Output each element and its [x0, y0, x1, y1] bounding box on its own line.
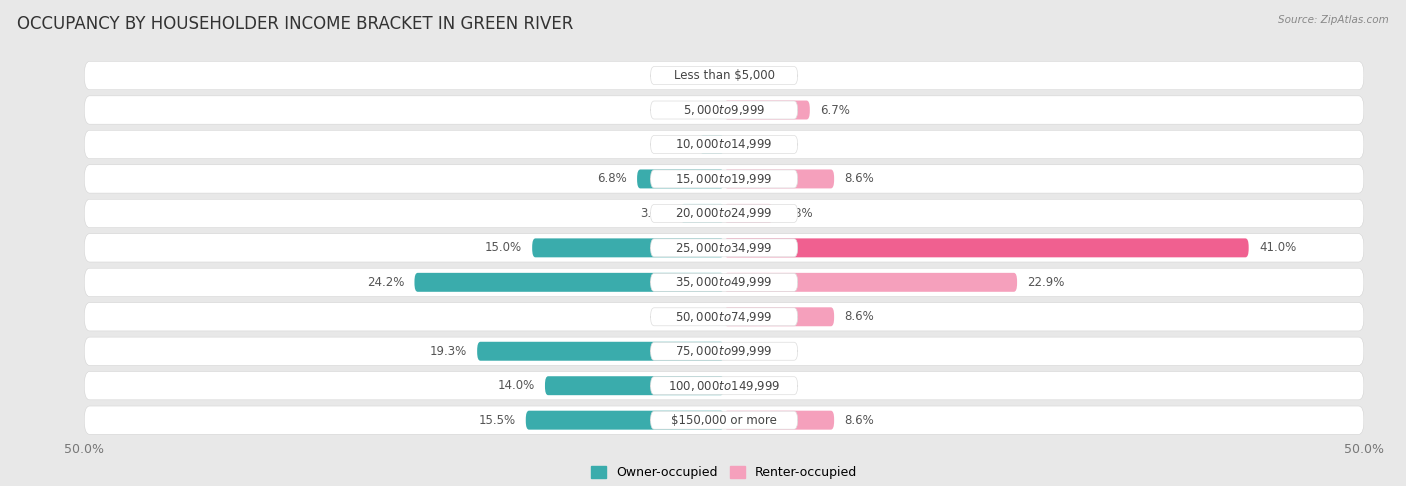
Text: OCCUPANCY BY HOUSEHOLDER INCOME BRACKET IN GREEN RIVER: OCCUPANCY BY HOUSEHOLDER INCOME BRACKET … [17, 15, 574, 33]
Text: 0.0%: 0.0% [737, 138, 766, 151]
FancyBboxPatch shape [724, 273, 1017, 292]
FancyBboxPatch shape [651, 342, 797, 360]
Text: $15,000 to $19,999: $15,000 to $19,999 [675, 172, 773, 186]
FancyBboxPatch shape [724, 170, 834, 189]
FancyBboxPatch shape [681, 204, 724, 223]
Text: 1.9%: 1.9% [659, 138, 689, 151]
FancyBboxPatch shape [84, 130, 1364, 158]
FancyBboxPatch shape [84, 268, 1364, 296]
FancyBboxPatch shape [84, 234, 1364, 262]
Text: $100,000 to $149,999: $100,000 to $149,999 [668, 379, 780, 393]
FancyBboxPatch shape [724, 239, 1249, 258]
Text: 0.0%: 0.0% [737, 379, 766, 392]
Text: 8.6%: 8.6% [845, 310, 875, 323]
Text: $50,000 to $74,999: $50,000 to $74,999 [675, 310, 773, 324]
FancyBboxPatch shape [651, 239, 797, 257]
Text: $150,000 or more: $150,000 or more [671, 414, 778, 427]
Text: $35,000 to $49,999: $35,000 to $49,999 [675, 276, 773, 289]
FancyBboxPatch shape [651, 136, 797, 154]
FancyBboxPatch shape [724, 101, 810, 120]
Text: Source: ZipAtlas.com: Source: ZipAtlas.com [1278, 15, 1389, 25]
FancyBboxPatch shape [415, 273, 724, 292]
Text: 19.3%: 19.3% [430, 345, 467, 358]
Text: 15.5%: 15.5% [478, 414, 516, 427]
Text: 15.0%: 15.0% [485, 242, 522, 254]
FancyBboxPatch shape [84, 61, 1364, 90]
FancyBboxPatch shape [84, 199, 1364, 227]
Text: Less than $5,000: Less than $5,000 [673, 69, 775, 82]
FancyBboxPatch shape [651, 377, 797, 395]
FancyBboxPatch shape [700, 135, 724, 154]
FancyBboxPatch shape [84, 372, 1364, 400]
Text: 0.0%: 0.0% [682, 69, 711, 82]
Text: $10,000 to $14,999: $10,000 to $14,999 [675, 138, 773, 152]
Text: 8.6%: 8.6% [845, 414, 875, 427]
FancyBboxPatch shape [724, 307, 834, 326]
Text: $5,000 to $9,999: $5,000 to $9,999 [683, 103, 765, 117]
Text: 3.8%: 3.8% [783, 207, 813, 220]
FancyBboxPatch shape [546, 376, 724, 395]
Text: 41.0%: 41.0% [1258, 242, 1296, 254]
FancyBboxPatch shape [651, 205, 797, 223]
Text: 0.0%: 0.0% [737, 69, 766, 82]
FancyBboxPatch shape [84, 96, 1364, 124]
FancyBboxPatch shape [526, 411, 724, 430]
Legend: Owner-occupied, Renter-occupied: Owner-occupied, Renter-occupied [586, 461, 862, 484]
FancyBboxPatch shape [651, 411, 797, 429]
Text: 6.7%: 6.7% [820, 104, 849, 117]
Text: 22.9%: 22.9% [1028, 276, 1064, 289]
Text: $75,000 to $99,999: $75,000 to $99,999 [675, 344, 773, 358]
FancyBboxPatch shape [84, 406, 1364, 434]
FancyBboxPatch shape [651, 101, 797, 119]
FancyBboxPatch shape [651, 170, 797, 188]
FancyBboxPatch shape [533, 239, 724, 258]
FancyBboxPatch shape [724, 411, 834, 430]
FancyBboxPatch shape [84, 303, 1364, 331]
Text: 8.6%: 8.6% [845, 173, 875, 186]
Text: 24.2%: 24.2% [367, 276, 405, 289]
FancyBboxPatch shape [84, 337, 1364, 365]
FancyBboxPatch shape [651, 273, 797, 291]
Text: 0.0%: 0.0% [737, 345, 766, 358]
FancyBboxPatch shape [724, 204, 773, 223]
Text: 6.8%: 6.8% [598, 173, 627, 186]
Text: $25,000 to $34,999: $25,000 to $34,999 [675, 241, 773, 255]
Text: 0.0%: 0.0% [682, 104, 711, 117]
FancyBboxPatch shape [84, 165, 1364, 193]
Text: 3.4%: 3.4% [641, 207, 671, 220]
Text: 0.0%: 0.0% [682, 310, 711, 323]
FancyBboxPatch shape [637, 170, 724, 189]
FancyBboxPatch shape [651, 308, 797, 326]
FancyBboxPatch shape [477, 342, 724, 361]
FancyBboxPatch shape [651, 67, 797, 85]
Text: 14.0%: 14.0% [498, 379, 534, 392]
Text: $20,000 to $24,999: $20,000 to $24,999 [675, 207, 773, 220]
